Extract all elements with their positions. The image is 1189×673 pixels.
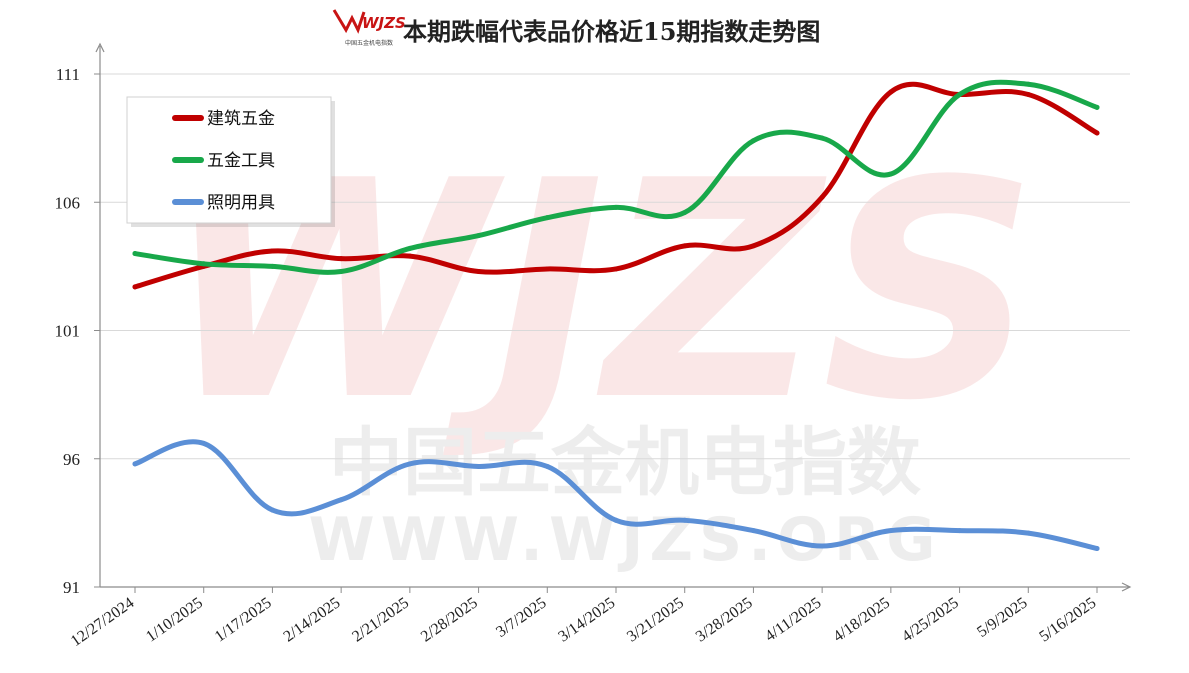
x-tick-label: 3/21/2025	[624, 594, 687, 645]
x-tick-label: 2/14/2025	[281, 594, 344, 645]
x-tick-label: 12/27/2024	[68, 594, 137, 650]
logo-mark-icon	[332, 9, 366, 34]
data-point	[819, 135, 825, 141]
data-point	[132, 284, 138, 290]
data-point	[613, 517, 619, 523]
logo: WJZS 中国五金机电指数	[332, 9, 406, 47]
y-tick-label: 101	[55, 322, 81, 341]
series-1	[132, 79, 1100, 275]
data-point	[544, 266, 550, 272]
y-axis-arrow-icon	[95, 42, 105, 53]
data-point	[750, 528, 756, 534]
x-tick-label: 3/7/2025	[493, 594, 549, 641]
x-tick-label: 1/10/2025	[143, 594, 206, 645]
data-point	[888, 171, 894, 177]
x-tick-label: 4/18/2025	[830, 594, 893, 645]
legend-box	[126, 96, 332, 224]
data-point	[338, 256, 344, 262]
data-point	[613, 204, 619, 210]
data-point	[1025, 530, 1031, 536]
x-axis-arrow-icon	[1121, 582, 1132, 592]
data-point	[132, 461, 138, 467]
data-point	[476, 269, 482, 275]
x-tick-label: 3/14/2025	[555, 594, 618, 645]
data-point	[269, 248, 275, 254]
data-point	[682, 243, 688, 249]
data-point	[544, 215, 550, 221]
y-tick-label: 106	[55, 193, 81, 212]
legend-label: 五金工具	[207, 151, 275, 171]
data-point	[1094, 104, 1100, 110]
y-tick-label: 111	[56, 65, 80, 84]
data-point	[819, 543, 825, 549]
data-point	[1094, 130, 1100, 136]
data-point	[1094, 546, 1100, 552]
data-point	[476, 463, 482, 469]
x-tick-label: 3/28/2025	[693, 594, 756, 645]
data-point	[338, 497, 344, 503]
legend-label: 建筑五金	[207, 109, 275, 129]
series-0	[132, 81, 1100, 290]
series-line	[132, 439, 1100, 552]
data-point	[750, 138, 756, 144]
data-point	[132, 251, 138, 257]
legend-label: 照明用具	[207, 193, 275, 213]
series-line	[132, 79, 1100, 275]
logo-text: WJZS	[362, 14, 406, 32]
data-point	[544, 463, 550, 469]
chart-title: 本期跌幅代表品价格近15期指数走势图	[403, 17, 820, 46]
x-tick-label: 1/17/2025	[212, 594, 275, 645]
data-point	[407, 245, 413, 251]
watermark-line2: WWW.WJZS.ORG	[309, 505, 942, 575]
data-point	[407, 253, 413, 259]
data-point	[476, 233, 482, 239]
data-point	[1025, 92, 1031, 98]
logo-subtext: 中国五金机电指数	[345, 39, 393, 47]
x-tick-label: 5/16/2025	[1036, 594, 1099, 645]
x-tick-label: 2/28/2025	[418, 594, 481, 645]
data-point	[338, 269, 344, 275]
data-point	[957, 528, 963, 534]
series-lines	[132, 79, 1100, 552]
data-point	[269, 263, 275, 269]
series-2	[132, 439, 1100, 552]
y-tick-label: 91	[63, 578, 80, 597]
data-point	[682, 517, 688, 523]
data-point	[407, 461, 413, 467]
x-tick-label: 4/11/2025	[762, 594, 824, 645]
data-point	[201, 261, 207, 267]
series-line	[132, 81, 1100, 290]
x-tick-label: 4/25/2025	[899, 594, 962, 645]
data-point	[819, 194, 825, 200]
x-tick-label: 5/9/2025	[974, 594, 1030, 641]
x-axis-ticks: 12/27/2024 1/10/2025 1/17/2025 2/14/2025 2/2…	[68, 587, 1099, 650]
data-point	[613, 266, 619, 272]
data-point	[888, 528, 894, 534]
y-tick-label: 96	[63, 450, 80, 469]
data-point	[201, 440, 207, 446]
data-point	[957, 92, 963, 98]
data-point	[750, 243, 756, 249]
data-point	[269, 507, 275, 513]
data-point	[888, 89, 894, 95]
data-point	[682, 210, 688, 216]
axes	[95, 42, 1132, 592]
y-axis-ticks: 91 96 101 106 111	[55, 65, 100, 597]
data-point	[1025, 81, 1031, 87]
x-tick-label: 2/21/2025	[349, 594, 412, 645]
